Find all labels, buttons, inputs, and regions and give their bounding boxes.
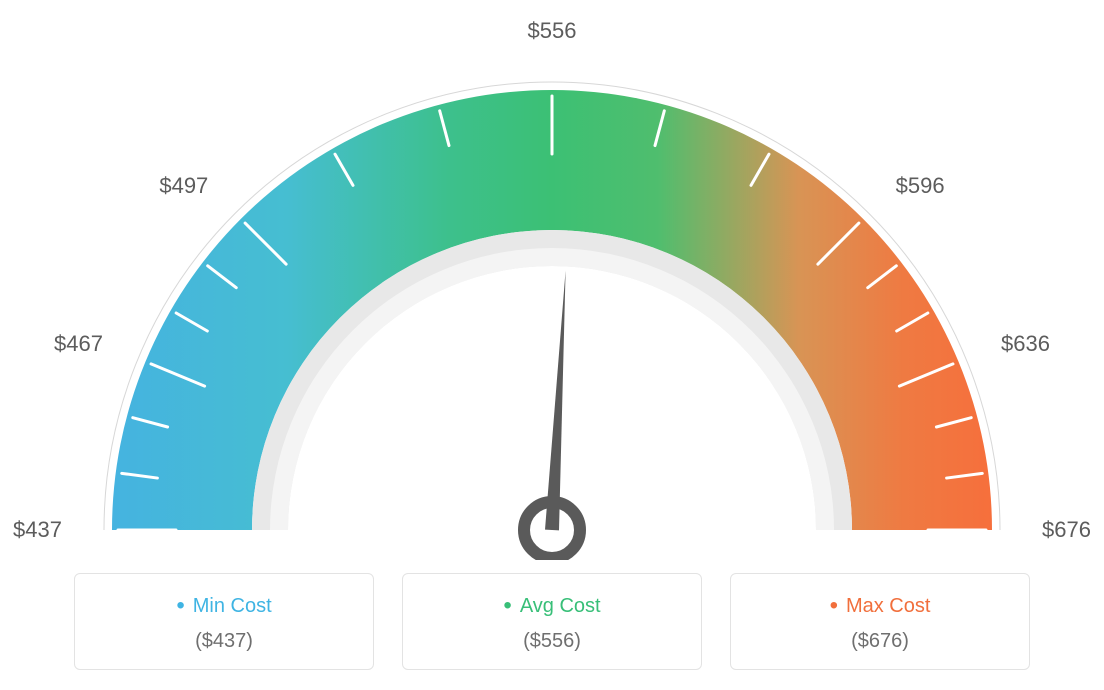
gauge-tick-label: $676	[1042, 517, 1091, 543]
legend-value-avg: ($556)	[413, 630, 691, 653]
gauge-tick-label: $596	[896, 173, 945, 199]
legend-card-max: Max Cost ($676)	[730, 573, 1030, 670]
gauge-tick-label: $497	[159, 173, 208, 199]
gauge-svg	[0, 0, 1104, 560]
legend-value-max: ($676)	[741, 630, 1019, 653]
legend-card-min: Min Cost ($437)	[74, 573, 374, 670]
gauge-tick-label: $556	[528, 18, 577, 44]
legend-row: Min Cost ($437) Avg Cost ($556) Max Cost…	[0, 573, 1104, 670]
legend-title-max: Max Cost	[741, 592, 1019, 620]
gauge-tick-label: $437	[13, 517, 62, 543]
legend-card-avg: Avg Cost ($556)	[402, 573, 702, 670]
gauge-tick-label: $467	[54, 331, 103, 357]
cost-gauge-chart: $437 $467 $497 $556 $596 $636 $676	[0, 0, 1104, 560]
legend-value-min: ($437)	[85, 630, 363, 653]
legend-title-avg: Avg Cost	[413, 592, 691, 620]
legend-title-min: Min Cost	[85, 592, 363, 620]
gauge-tick-label: $636	[1001, 331, 1050, 357]
